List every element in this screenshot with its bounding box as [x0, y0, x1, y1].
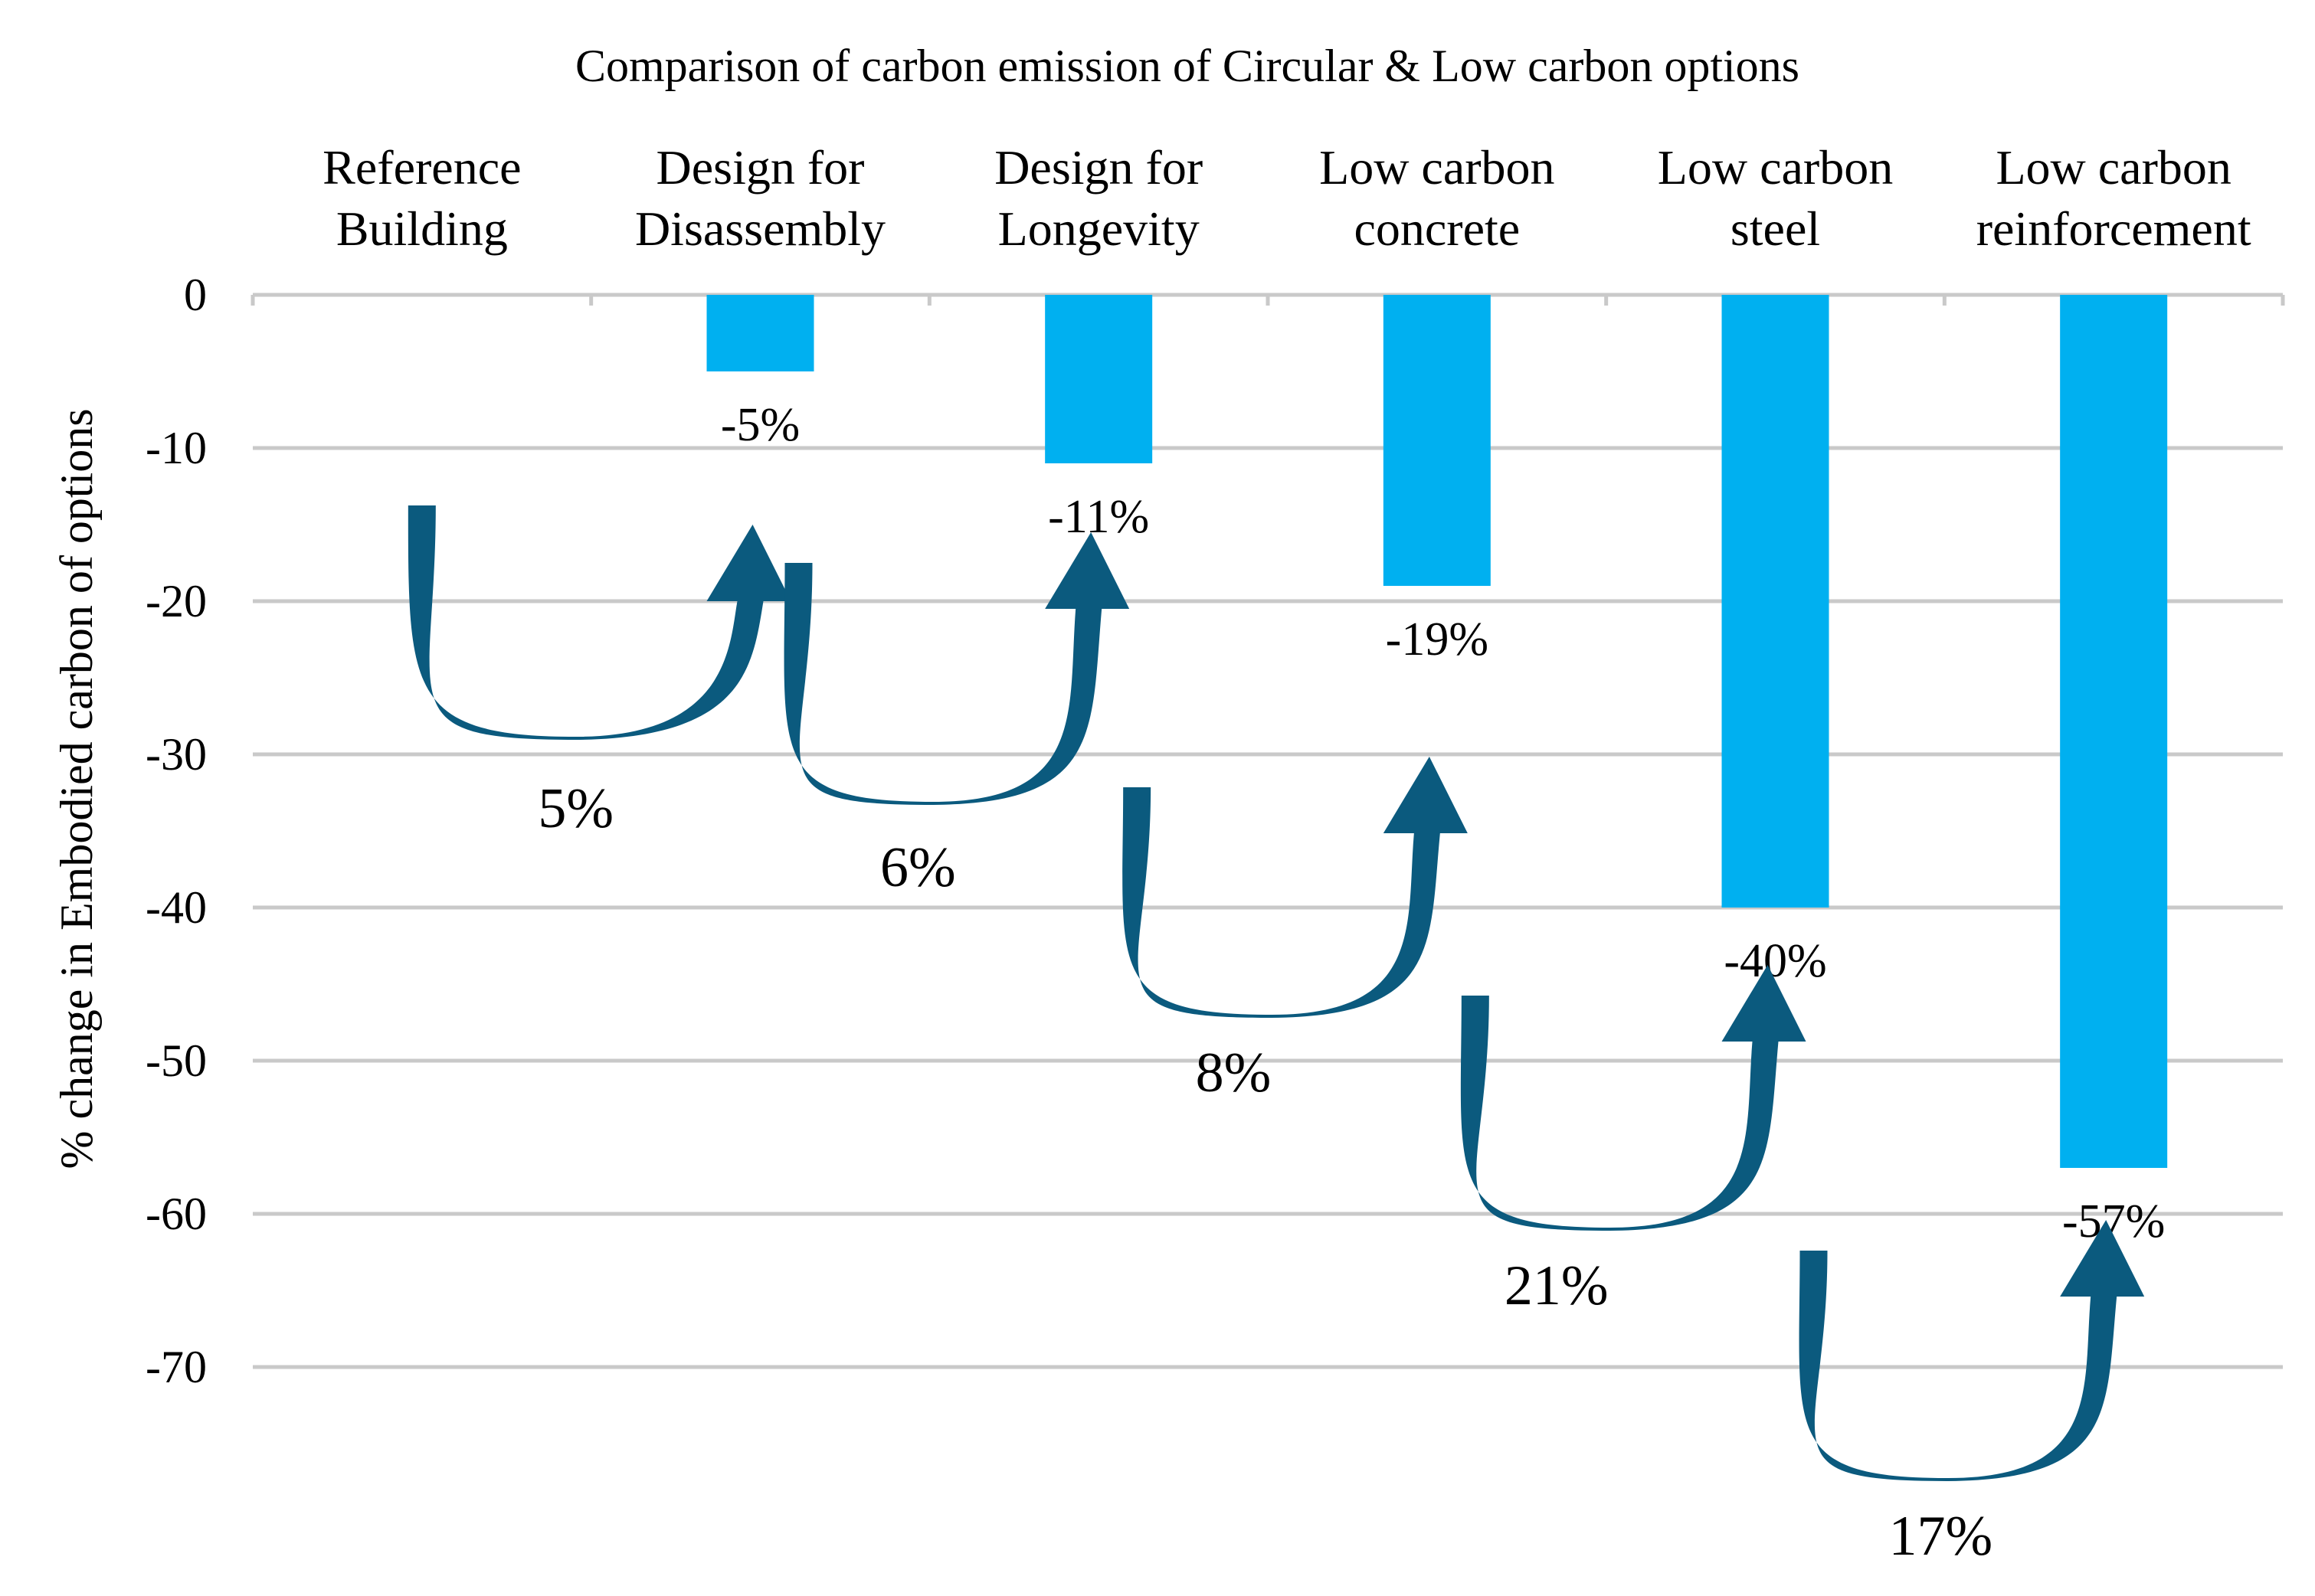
arrow-label: 8%	[1196, 1042, 1272, 1104]
category-label-line: Low carbon	[1658, 140, 1893, 195]
arrow-shape	[1460, 965, 1806, 1231]
data-label: -40%	[1724, 935, 1826, 987]
category-label-line: Disassembly	[635, 201, 886, 256]
category-label-line: Design for	[657, 140, 865, 195]
arrow-shape	[784, 532, 1130, 805]
bar	[2060, 295, 2168, 1168]
y-tick-label: -70	[146, 1342, 207, 1392]
arrow-shape	[408, 505, 791, 740]
y-axis-label: % change in Embodied carbon of options	[51, 408, 102, 1169]
category-label-line: Longevity	[998, 201, 1200, 256]
category-label: Reference Building	[323, 140, 521, 256]
bars	[706, 295, 2168, 1168]
category-label-line: Design for	[994, 140, 1203, 195]
bar	[1721, 295, 1829, 908]
data-label: -11%	[1048, 491, 1149, 543]
y-tick-label: -30	[146, 729, 207, 780]
y-tick-label: -40	[146, 882, 207, 933]
arrow-shape	[1799, 1220, 2145, 1481]
grid-lines	[250, 293, 2285, 1369]
y-tick-label: -10	[146, 423, 207, 473]
chart-title: Comparison of carbon emission of Circula…	[575, 41, 1799, 91]
category-label: Design for Disassembly	[635, 140, 886, 256]
category-label-line: Low carbon	[1319, 140, 1554, 195]
bar	[1383, 295, 1491, 586]
change-arrows: 5% 6% 8% 21% 17%	[408, 505, 2145, 1568]
change-arrow: 6%	[784, 532, 1130, 899]
category-label-line: reinforcement	[1976, 201, 2251, 256]
category-label-line: Building	[336, 201, 508, 256]
category-label-line: Reference	[323, 140, 521, 195]
data-label: -5%	[721, 399, 800, 451]
category-label: Low carbon steel	[1658, 140, 1893, 256]
y-tick-label: 0	[184, 270, 207, 320]
category-label: Low carbon concrete	[1319, 140, 1554, 256]
arrow-label: 5%	[538, 777, 614, 840]
category-label-line: Low carbon	[1996, 140, 2231, 195]
change-arrow: 8%	[1122, 757, 1468, 1104]
change-arrow: 5%	[408, 505, 791, 840]
bar	[706, 295, 814, 371]
arrow-shape	[1122, 757, 1468, 1018]
y-tick-label: -20	[146, 576, 207, 626]
arrow-label: 6%	[880, 836, 956, 899]
change-arrow: 21%	[1460, 965, 1806, 1317]
y-axis-ticks: 0 -10 -20 -30 -40 -50 -60 -70	[146, 270, 207, 1392]
category-label-line: concrete	[1354, 201, 1520, 256]
category-label: Design for Longevity	[994, 140, 1203, 256]
arrow-label: 17%	[1889, 1505, 1993, 1568]
change-arrow: 17%	[1799, 1220, 2145, 1568]
y-tick-label: -50	[146, 1035, 207, 1086]
y-tick-label: -60	[146, 1189, 207, 1239]
data-label: -19%	[1386, 613, 1488, 666]
category-label: Low carbon reinforcement	[1976, 140, 2251, 256]
bar	[1045, 295, 1153, 463]
category-label-line: steel	[1731, 201, 1820, 256]
arrow-label: 21%	[1505, 1254, 1609, 1317]
